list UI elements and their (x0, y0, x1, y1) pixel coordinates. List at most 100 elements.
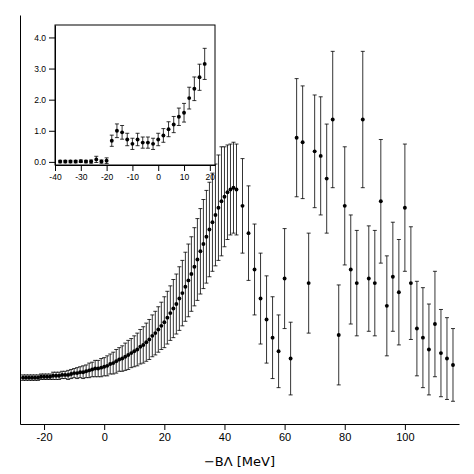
tick: -40 (49, 165, 62, 182)
point (295, 136, 299, 140)
point (195, 258, 199, 262)
error-bar (189, 237, 193, 312)
error-bar (192, 77, 196, 101)
error-bar (222, 147, 226, 247)
error-bar (451, 329, 455, 402)
tick-mark (132, 165, 133, 171)
point (84, 160, 88, 164)
error-bar (167, 122, 171, 137)
error-bar (156, 307, 160, 352)
error-bar (337, 285, 341, 385)
error-bar (192, 228, 196, 306)
error-bar (409, 227, 413, 340)
point (289, 357, 293, 361)
tick: 10 (180, 165, 190, 182)
tick-label: 0.0 (34, 157, 46, 167)
point (427, 348, 431, 352)
inset-frame (55, 25, 215, 165)
point (167, 127, 171, 131)
point (445, 357, 449, 361)
point (94, 157, 98, 161)
tick-label: 80 (339, 431, 351, 443)
point (115, 129, 119, 133)
y-axis-line (20, 16, 21, 425)
error-bar (58, 160, 62, 162)
error-bar (123, 343, 127, 370)
tick-label: 0 (102, 431, 108, 443)
error-bar (165, 291, 169, 344)
point (343, 204, 347, 208)
tick-mark (44, 424, 45, 430)
point (151, 142, 155, 146)
point (130, 142, 134, 146)
point (373, 281, 377, 285)
point (226, 190, 230, 194)
tick-mark (285, 424, 286, 430)
y-axis (20, 16, 21, 425)
tick: 0 (156, 165, 161, 182)
error-bar (433, 271, 437, 376)
tick-mark (81, 165, 82, 171)
error-bar (361, 51, 365, 187)
tick-label: -20 (101, 172, 114, 182)
point (271, 336, 275, 340)
tick-mark (405, 424, 406, 430)
point (210, 220, 214, 224)
point (144, 340, 148, 344)
error-bar (198, 209, 202, 294)
point (120, 130, 124, 134)
point (307, 281, 311, 285)
point (313, 149, 317, 153)
point (156, 328, 160, 332)
error-bar (295, 79, 299, 197)
error-bar (129, 339, 133, 368)
error-bar (241, 159, 245, 254)
tick: 1.0 (34, 126, 55, 136)
tick: 20 (206, 165, 216, 182)
tick: 100 (396, 424, 414, 443)
plot-background (55, 25, 215, 165)
point (451, 363, 455, 367)
error-bar (120, 346, 124, 371)
error-bar (159, 302, 163, 349)
point (391, 275, 395, 279)
point (283, 277, 287, 281)
tick-label: 3.0 (34, 64, 46, 74)
error-bar (195, 219, 199, 301)
y-axis: 0.01.02.03.04.0 (34, 26, 55, 168)
error-bar (151, 138, 155, 149)
point (110, 139, 114, 143)
point (141, 141, 145, 145)
point (147, 338, 151, 342)
x-axis: -20020406080100 (21, 424, 460, 443)
point (361, 118, 365, 122)
tick-mark (49, 37, 55, 38)
point (385, 304, 389, 308)
error-bar (259, 253, 263, 344)
x-axis-line (21, 424, 460, 425)
error-bar (307, 233, 311, 333)
error-bar (253, 224, 257, 315)
tick: 60 (279, 424, 291, 443)
point (198, 249, 202, 253)
error-bar (219, 147, 223, 256)
point (69, 160, 73, 164)
error-bar (126, 340, 130, 369)
error-bar (421, 288, 425, 388)
point (220, 199, 224, 203)
error-bar (177, 267, 181, 331)
error-bar (203, 48, 207, 79)
tick-mark (158, 165, 159, 171)
x-axis: -40-30-20-1001020 (49, 165, 215, 182)
error-bar (105, 356, 109, 376)
error-bar (130, 138, 134, 149)
x-axis-title: −BΛ [MeV] (204, 454, 275, 469)
point (162, 320, 166, 324)
tick-label: 2.0 (34, 95, 46, 105)
error-bar (373, 230, 377, 335)
point (99, 160, 103, 164)
error-bar (105, 158, 109, 164)
point (301, 140, 305, 144)
point (153, 331, 157, 335)
error-bar (415, 281, 419, 376)
